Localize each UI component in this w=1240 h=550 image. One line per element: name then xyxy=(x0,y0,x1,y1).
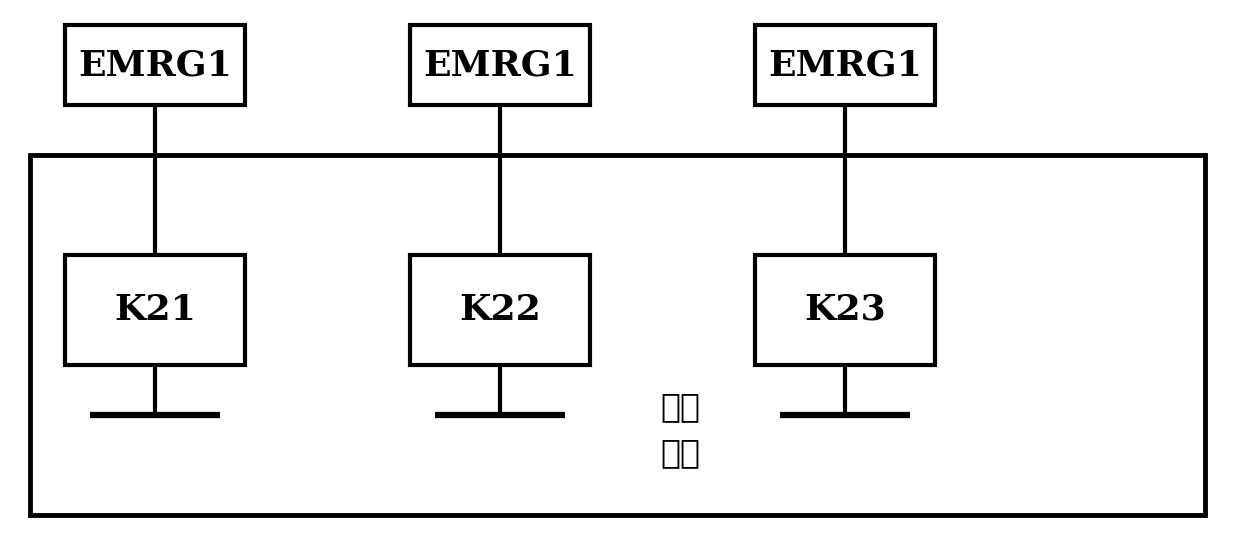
Bar xyxy=(410,255,590,365)
Bar xyxy=(64,255,246,365)
Bar xyxy=(30,155,1205,515)
Bar xyxy=(755,255,935,365)
Text: EMRG1: EMRG1 xyxy=(423,48,577,82)
Text: 中继
装置: 中继 装置 xyxy=(660,390,701,470)
Bar xyxy=(410,25,590,105)
Text: K21: K21 xyxy=(114,293,196,327)
Text: EMRG1: EMRG1 xyxy=(78,48,232,82)
Text: K22: K22 xyxy=(459,293,541,327)
Text: EMRG1: EMRG1 xyxy=(768,48,921,82)
Text: K23: K23 xyxy=(804,293,885,327)
Bar xyxy=(755,25,935,105)
Bar xyxy=(64,25,246,105)
